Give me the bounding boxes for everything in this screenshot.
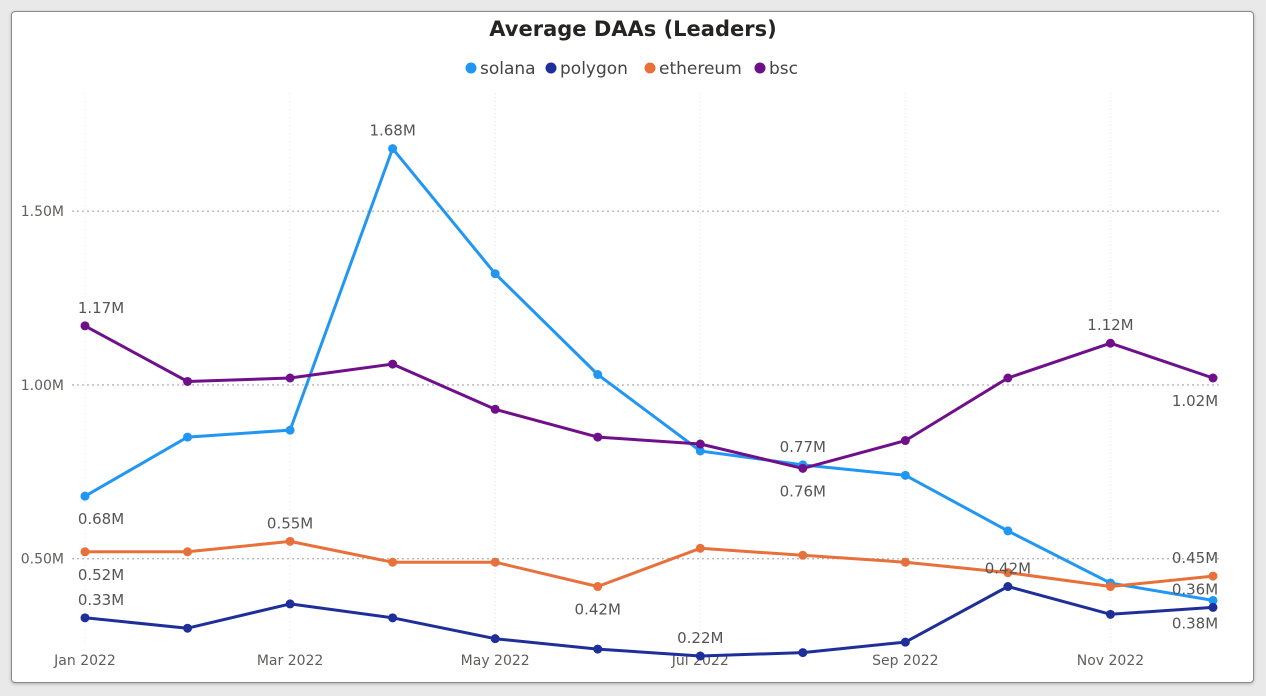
chart-title: Average DAAs (Leaders): [489, 17, 776, 41]
data-label-polygon: 0.22M: [677, 629, 723, 647]
point-bsc: [183, 376, 193, 386]
data-label-bsc: 0.76M: [780, 482, 826, 500]
point-polygon: [1003, 582, 1013, 592]
data-label-ethereum: 0.45M: [1172, 549, 1218, 567]
data-label-solana: 1.68M: [369, 122, 415, 140]
point-bsc: [798, 463, 808, 473]
point-ethereum: [388, 557, 398, 567]
point-ethereum: [80, 547, 90, 557]
data-label-solana: 0.38M: [1172, 614, 1218, 632]
point-ethereum: [695, 543, 705, 553]
data-label-bsc: 1.02M: [1172, 392, 1218, 410]
legend-label-polygon: polygon: [560, 59, 628, 79]
point-polygon: [285, 599, 295, 609]
data-label-solana: 0.68M: [78, 510, 124, 528]
data-label-ethereum: 0.55M: [267, 514, 313, 532]
data-label-ethereum: 0.52M: [78, 566, 124, 584]
series-line-solana: [84, 147, 1214, 602]
point-solana: [1208, 595, 1218, 605]
y-tick-label: 1.00M: [21, 378, 64, 394]
data-label-polygon: 0.33M: [78, 591, 124, 609]
point-bsc: [900, 436, 910, 446]
point-bsc: [1105, 338, 1115, 348]
data-label-solana: 0.77M: [780, 438, 826, 456]
point-ethereum: [183, 547, 193, 557]
point-ethereum: [798, 550, 808, 560]
point-bsc: [80, 321, 90, 331]
point-polygon: [798, 648, 808, 658]
legend: solana polygon ethereum bsc: [465, 59, 798, 79]
point-solana: [490, 269, 500, 279]
data-label-ethereum: 0.42M: [575, 601, 621, 619]
point-polygon: [388, 613, 398, 623]
grid: [72, 93, 1222, 643]
point-ethereum: [285, 536, 295, 546]
x-tick-label: Mar 2022: [257, 653, 324, 669]
point-bsc: [1208, 373, 1218, 383]
data-labels: 0.68M 1.68M 0.77M 0.38M 0.33M 0.22M 0.42M 0.36M…: [78, 122, 1218, 647]
data-label-polygon: 0.42M: [985, 560, 1031, 578]
point-solana: [695, 446, 705, 456]
point-ethereum: [1003, 568, 1013, 578]
point-ethereum: [593, 582, 603, 592]
point-ethereum: [1105, 582, 1115, 592]
series-line-bsc: [84, 324, 1214, 470]
data-label-bsc: 1.12M: [1087, 316, 1133, 334]
data-label-bsc: 1.17M: [78, 299, 124, 317]
legend-label-solana: solana: [480, 59, 536, 79]
point-polygon: [593, 644, 603, 654]
point-ethereum: [900, 557, 910, 567]
x-axis: Jan 2022 Mar 2022 May 2022 Jul 2022 Sep 2022…: [53, 653, 1144, 669]
point-solana: [80, 491, 90, 501]
point-solana: [593, 370, 603, 380]
series-points: [80, 144, 1218, 661]
x-tick-label: Jan 2022: [53, 653, 116, 669]
series-lines: [84, 147, 1214, 658]
point-bsc: [490, 404, 500, 414]
point-bsc: [593, 432, 603, 442]
point-polygon: [80, 613, 90, 623]
point-bsc: [388, 359, 398, 369]
point-ethereum: [1208, 571, 1218, 581]
point-solana: [388, 144, 398, 154]
legend-label-bsc: bsc: [769, 59, 798, 79]
legend-marker-solana: [465, 62, 477, 74]
legend-label-ethereum: ethereum: [659, 59, 742, 79]
y-tick-label: 1.50M: [21, 204, 64, 220]
point-solana: [1003, 526, 1013, 536]
x-tick-label: May 2022: [461, 653, 530, 669]
point-bsc: [1003, 373, 1013, 383]
point-polygon: [695, 651, 705, 661]
point-solana: [285, 425, 295, 435]
point-bsc: [285, 373, 295, 383]
point-solana: [900, 470, 910, 480]
point-polygon: [183, 623, 193, 633]
point-polygon: [1208, 602, 1218, 612]
point-ethereum: [490, 557, 500, 567]
point-bsc: [695, 439, 705, 449]
x-tick-label: Nov 2022: [1077, 653, 1144, 669]
series-line-ethereum: [85, 539, 1214, 588]
point-polygon: [900, 637, 910, 647]
point-solana: [183, 432, 193, 442]
y-tick-label: 0.50M: [21, 552, 64, 568]
series-line-polygon: [84, 585, 1214, 658]
y-axis: 0.50M 1.00M 1.50M: [21, 204, 64, 568]
data-label-polygon: 0.36M: [1172, 580, 1218, 598]
point-polygon: [490, 634, 500, 644]
x-tick-label: Sep 2022: [872, 653, 938, 669]
chart-card: [11, 11, 1254, 683]
legend-marker-bsc: [754, 62, 766, 74]
legend-marker-polygon: [545, 62, 557, 74]
point-polygon: [1105, 609, 1115, 619]
legend-marker-ethereum: [644, 62, 656, 74]
